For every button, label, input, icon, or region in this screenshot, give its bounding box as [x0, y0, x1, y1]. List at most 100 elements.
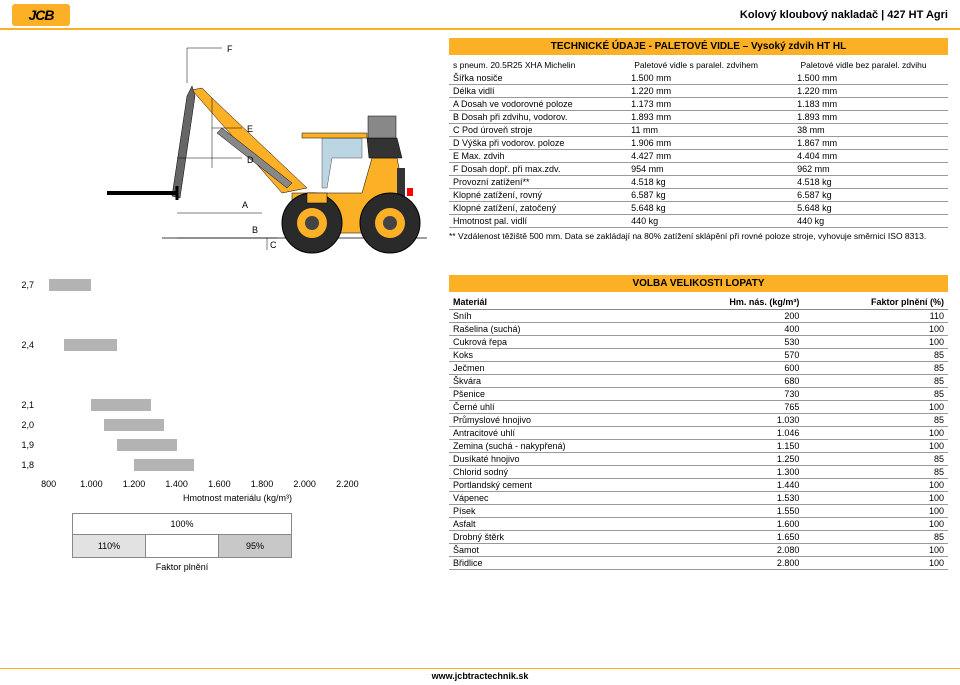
spec-label: D Výška při vodorov. poloze — [449, 137, 613, 150]
mat-row: Rašelina (suchá)400100 — [449, 323, 948, 336]
mat-row: Průmyslové hnojivo1.03085 — [449, 414, 948, 427]
mat-row: Škvára68085 — [449, 375, 948, 388]
mat-cell: Ječmen — [449, 362, 664, 375]
mat-cell: 85 — [803, 414, 948, 427]
mat-cell: Koks — [449, 349, 664, 362]
ytick: 1,8 — [16, 460, 34, 470]
xtick: 1.000 — [80, 479, 103, 489]
spec-row: F Dosah dopř. při max.zdv.954 mm962 mm — [449, 163, 948, 176]
mat-row: Drobný štěrk1.65085 — [449, 531, 948, 544]
mat-cell: 1.046 — [664, 427, 803, 440]
spec-label: Klopné zatížení, zatočený — [449, 202, 613, 215]
spec-label: F Dosah dopř. při max.zdv. — [449, 163, 613, 176]
mat-cell: 530 — [664, 336, 803, 349]
mat-cell: 100 — [803, 323, 948, 336]
page-header: JCB Kolový kloubový nakladač | 427 HT Ag… — [0, 0, 960, 30]
spec-row: Provozní zatížení**4.518 kg4.518 kg — [449, 176, 948, 189]
svg-text:B: B — [252, 225, 258, 235]
mat-cell: 100 — [803, 479, 948, 492]
mat-cell: 100 — [803, 440, 948, 453]
ytick: 2,1 — [16, 400, 34, 410]
tech-section-title: TECHNICKÉ ÚDAJE - PALETOVÉ VIDLE – Vysok… — [449, 38, 948, 55]
spec-v1: 1.906 mm — [613, 137, 779, 150]
mat-cell: Vápenec — [449, 492, 664, 505]
spec-v1: 4.427 mm — [613, 150, 779, 163]
factor-box: 100% 110%95% Faktor plnění — [72, 513, 292, 572]
spec-label: Hmotnost pal. vidlí — [449, 215, 613, 228]
spec-v2: 962 mm — [779, 163, 948, 176]
spec-v1: 1.173 mm — [613, 98, 779, 111]
xtick: 1.800 — [251, 479, 274, 489]
spec-label: B Dosah při zdvihu, vodorov. — [449, 111, 613, 124]
mat-row: Cukrová řepa530100 — [449, 336, 948, 349]
mat-cell: 600 — [664, 362, 803, 375]
spec-v2: 1.183 mm — [779, 98, 948, 111]
mat-row: Zemina (suchá - nakypřená)1.150100 — [449, 440, 948, 453]
spec-v2: 1.500 mm — [779, 72, 948, 85]
spec-label: A Dosah ve vodorovné poloze — [449, 98, 613, 111]
volume-chart: 2,72,42,12,01,91,88001.0001.2001.4001.60… — [38, 275, 358, 475]
mat-row: Portlandský cement1.440100 — [449, 479, 948, 492]
spec-v2: 6.587 kg — [779, 189, 948, 202]
spec-row: Klopné zatížení, zatočený5.648 kg5.648 k… — [449, 202, 948, 215]
mat-cell: 85 — [803, 349, 948, 362]
mat-row: Písek1.550100 — [449, 505, 948, 518]
mat-row: Ječmen60085 — [449, 362, 948, 375]
mat-section-title: VOLBA VELIKOSTI LOPATY — [449, 275, 948, 292]
spec-v1: 954 mm — [613, 163, 779, 176]
chart-bar — [134, 459, 194, 471]
mat-cell: 100 — [803, 336, 948, 349]
ytick: 2,7 — [16, 280, 34, 290]
mat-cell: 100 — [803, 505, 948, 518]
mat-cell: 1.530 — [664, 492, 803, 505]
xtick: 800 — [41, 479, 56, 489]
ytick: 2,0 — [16, 420, 34, 430]
spec-label: E Max. zdvih — [449, 150, 613, 163]
mat-cell: 1.600 — [664, 518, 803, 531]
mat-row: Asfalt1.600100 — [449, 518, 948, 531]
spec-header-pneum: s pneum. 20.5R25 XHA Michelin — [449, 58, 613, 72]
mat-cell: Průmyslové hnojivo — [449, 414, 664, 427]
mat-cell: 1.030 — [664, 414, 803, 427]
chart-bar — [64, 339, 117, 351]
spec-v2: 1.893 mm — [779, 111, 948, 124]
ytick: 1,9 — [16, 440, 34, 450]
chart-bar — [49, 279, 92, 291]
spec-v1: 11 mm — [613, 124, 779, 137]
mat-row: Pšenice73085 — [449, 388, 948, 401]
mat-cell: 100 — [803, 544, 948, 557]
spec-v2: 1.867 mm — [779, 137, 948, 150]
mat-cell: 1.650 — [664, 531, 803, 544]
mat-cell: 100 — [803, 518, 948, 531]
chart-bar — [104, 419, 164, 431]
mat-cell: 1.550 — [664, 505, 803, 518]
spec-label: Provozní zatížení** — [449, 176, 613, 189]
spec-row: C Pod úroveň stroje11 mm38 mm — [449, 124, 948, 137]
mat-cell: 730 — [664, 388, 803, 401]
xtick: 1.600 — [208, 479, 231, 489]
svg-text:A: A — [242, 200, 248, 210]
ytick: 2,4 — [16, 340, 34, 350]
xtick: 1.200 — [123, 479, 146, 489]
mat-row: Vápenec1.530100 — [449, 492, 948, 505]
spec-label: Klopné zatížení, rovný — [449, 189, 613, 202]
spec-v2: 440 kg — [779, 215, 948, 228]
mat-cell: 85 — [803, 466, 948, 479]
mat-cell: Černé uhlí — [449, 401, 664, 414]
mat-cell: 85 — [803, 453, 948, 466]
factor-cell: 110% — [73, 535, 146, 557]
mat-cell: Písek — [449, 505, 664, 518]
mat-cell: 110 — [803, 310, 948, 323]
factor-label: Faktor plnění — [72, 562, 292, 572]
factor-cell: 95% — [219, 535, 291, 557]
mat-cell: Drobný štěrk — [449, 531, 664, 544]
mat-row: Antracitové uhlí1.046100 — [449, 427, 948, 440]
mat-row: Černé uhlí765100 — [449, 401, 948, 414]
mat-cell: Šamot — [449, 544, 664, 557]
spec-v1: 4.518 kg — [613, 176, 779, 189]
spec-row: Hmotnost pal. vidlí440 kg440 kg — [449, 215, 948, 228]
mat-cell: Antracitové uhlí — [449, 427, 664, 440]
spec-row: B Dosah při zdvihu, vodorov.1.893 mm1.89… — [449, 111, 948, 124]
spec-v2: 4.518 kg — [779, 176, 948, 189]
spec-note: ** Vzdálenost těžiště 500 mm. Data se za… — [449, 231, 948, 241]
